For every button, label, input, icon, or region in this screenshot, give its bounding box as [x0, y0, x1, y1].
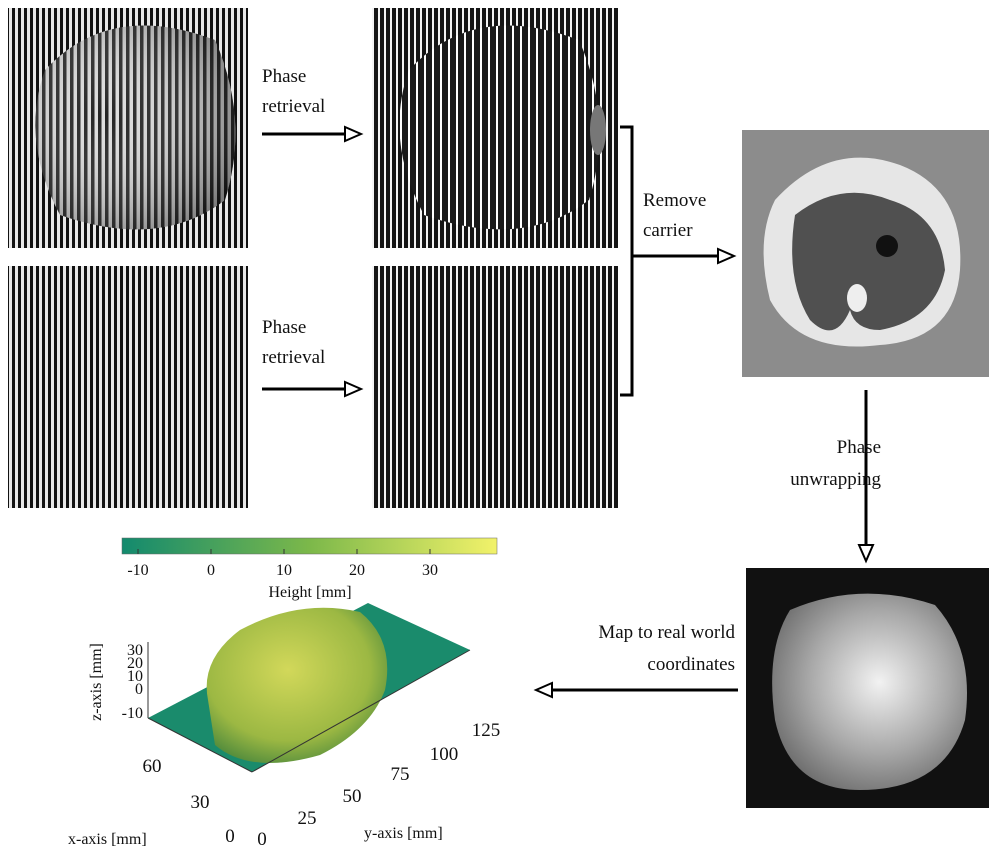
colorbar	[122, 538, 497, 554]
y-tick-label: 0	[257, 829, 267, 850]
x-tick-label: 0	[225, 826, 235, 847]
fringe-image-reference	[8, 266, 248, 508]
face-surface	[207, 608, 388, 763]
colorbar-tick-label: 30	[422, 562, 438, 579]
colorbar-tick-label: -10	[127, 562, 148, 579]
step-label: carrier	[643, 220, 693, 241]
step-label: Phase	[262, 66, 306, 87]
step-label: Remove	[643, 190, 706, 211]
step-label: retrieval	[262, 347, 325, 368]
figure: Phase retrieval Phase retrieval Remove carrie…	[0, 0, 989, 852]
unwrapped-phase-image	[746, 568, 989, 808]
wrapped-phase-object	[372, 8, 618, 248]
arrow	[262, 382, 361, 396]
colorbar-label: Height [mm]	[268, 584, 351, 601]
step-label: Map to real world	[598, 622, 735, 643]
step-label: Phase	[262, 317, 306, 338]
x-tick-label: 30	[191, 792, 210, 813]
colorbar-tick-label: 0	[207, 562, 215, 579]
y-tick-label: 125	[472, 720, 501, 741]
wrapped-phase-reference	[372, 266, 618, 508]
arrow	[262, 127, 361, 141]
y-tick-label: 100	[430, 744, 459, 765]
y-axis-label: y-axis [mm]	[364, 825, 443, 842]
z-tick-label: -10	[122, 705, 143, 722]
y-tick-label: 75	[391, 764, 410, 785]
x-tick-label: 60	[143, 756, 162, 777]
y-tick-label: 50	[343, 786, 362, 807]
z-axis-label: z-axis [mm]	[88, 643, 105, 721]
colorbar-tick-label: 10	[276, 562, 292, 579]
colorbar-tick-label: 20	[349, 562, 365, 579]
arrow	[632, 249, 734, 263]
phase-difference-image	[742, 130, 989, 377]
step-label: retrieval	[262, 96, 325, 117]
z-tick-label: 0	[135, 681, 143, 698]
y-tick-label: 25	[298, 808, 317, 829]
surface-plot	[122, 538, 497, 772]
fringe-image-object	[8, 3, 248, 260]
step-label: coordinates	[647, 654, 735, 675]
arrow	[536, 683, 738, 697]
step-label: Phase	[837, 437, 881, 458]
x-axis-label: x-axis [mm]	[68, 831, 147, 848]
bracket	[620, 127, 632, 395]
step-label: unwrapping	[790, 469, 881, 490]
